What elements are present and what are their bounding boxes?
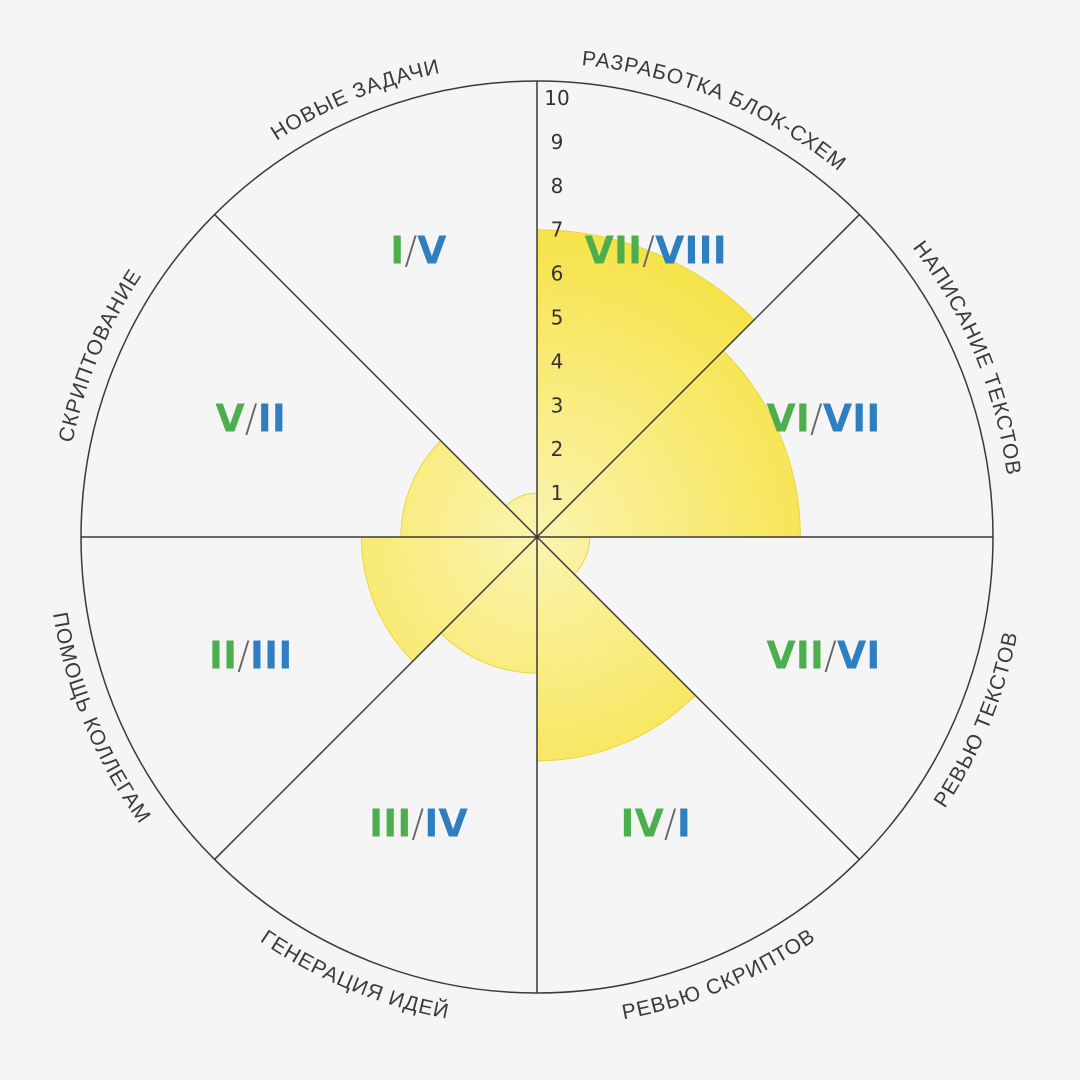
- tick-label: 2: [551, 437, 564, 461]
- wedge-6: [360, 536, 539, 662]
- segment-ranks: VII/VIII VI/VII VII/VI IV/I III/IV II/III V/II…: [209, 229, 881, 846]
- category-label: РАЗРАБОТКА БЛОК-СХЕМ: [581, 47, 851, 176]
- rank-label: VII/VI: [766, 634, 880, 678]
- rank-label: VI/VII: [766, 396, 880, 440]
- tick-label: 8: [551, 174, 564, 198]
- tick-label: 4: [551, 349, 564, 373]
- wedge-7: [400, 440, 539, 538]
- category-label: ГЕНЕРАЦИЯ ИДЕЙ: [257, 926, 452, 1024]
- tick-label: 10: [544, 86, 569, 110]
- category-label: НАПИСАНИЕ ТЕКСТОВ: [908, 237, 1025, 477]
- category-label: НОВЫЕ ЗАДАЧИ: [267, 55, 442, 145]
- tick-label: 9: [551, 130, 564, 154]
- rank-label: IV/I: [620, 801, 691, 845]
- tick-label: 1: [551, 481, 564, 505]
- spoke-line: [536, 214, 860, 538]
- wedge-5: [440, 535, 538, 674]
- spoke-line: [536, 536, 860, 860]
- rank-label: VII/VIII: [584, 229, 726, 273]
- outer-circle: [80, 80, 994, 994]
- category-label: РЕВЬЮ ТЕКСТОВ: [930, 629, 1023, 811]
- wedge-2: [535, 350, 801, 538]
- data-wedges: [360, 229, 801, 762]
- scale-ticks: 1 2 3 4 5 6 7 8 9 10: [544, 86, 569, 505]
- tick-label: 3: [551, 393, 564, 417]
- rank-label: II/III: [209, 634, 293, 678]
- tick-label: 7: [551, 218, 564, 242]
- wedge-4: [536, 535, 697, 762]
- tick-label: 5: [551, 306, 564, 330]
- tick-label: 6: [551, 262, 564, 286]
- category-label: ПОМОЩЬ КОЛЛЕГАМ: [48, 611, 155, 828]
- rank-label: V/II: [215, 396, 286, 440]
- spoke-line: [214, 214, 538, 538]
- spoke-line: [214, 536, 538, 860]
- category-label: РЕВЬЮ СКРИПТОВ: [620, 924, 820, 1024]
- rank-label: III/IV: [369, 801, 468, 845]
- rank-label: I/V: [390, 229, 447, 273]
- category-label: СКРИПТОВАНИЕ: [55, 265, 147, 444]
- segment-dividers: [81, 81, 993, 993]
- wedge-1: [536, 229, 756, 539]
